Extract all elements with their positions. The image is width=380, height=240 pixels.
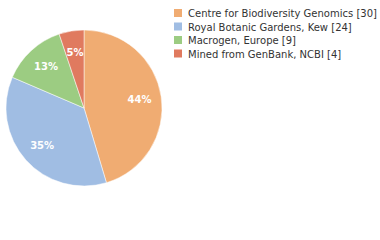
- pie-slice: [59, 30, 84, 108]
- legend-label: Royal Botanic Gardens, Kew [24]: [188, 22, 352, 33]
- data-labels: 44% 35% 13% 5%: [30, 47, 151, 151]
- data-label: 5%: [66, 47, 83, 58]
- legend-label: Macrogen, Europe [9]: [188, 35, 296, 46]
- legend-swatch: [174, 36, 182, 44]
- data-label: 13%: [34, 61, 58, 72]
- data-label: 44%: [128, 94, 152, 105]
- legend-label: Centre for Biodiversity Genomics [30]: [188, 8, 377, 19]
- legend-label: Mined from GenBank, NCBI [4]: [188, 49, 341, 60]
- pie: [6, 30, 162, 186]
- legend-swatch: [174, 50, 182, 58]
- data-label: 35%: [30, 140, 54, 151]
- legend-swatch: [174, 9, 182, 17]
- chart: 44% 35% 13% 5% Centre for Biodiversity Genom…: [0, 0, 380, 240]
- legend: Centre for Biodiversity Genomics [30] Roy…: [174, 8, 377, 60]
- legend-swatch: [174, 23, 182, 31]
